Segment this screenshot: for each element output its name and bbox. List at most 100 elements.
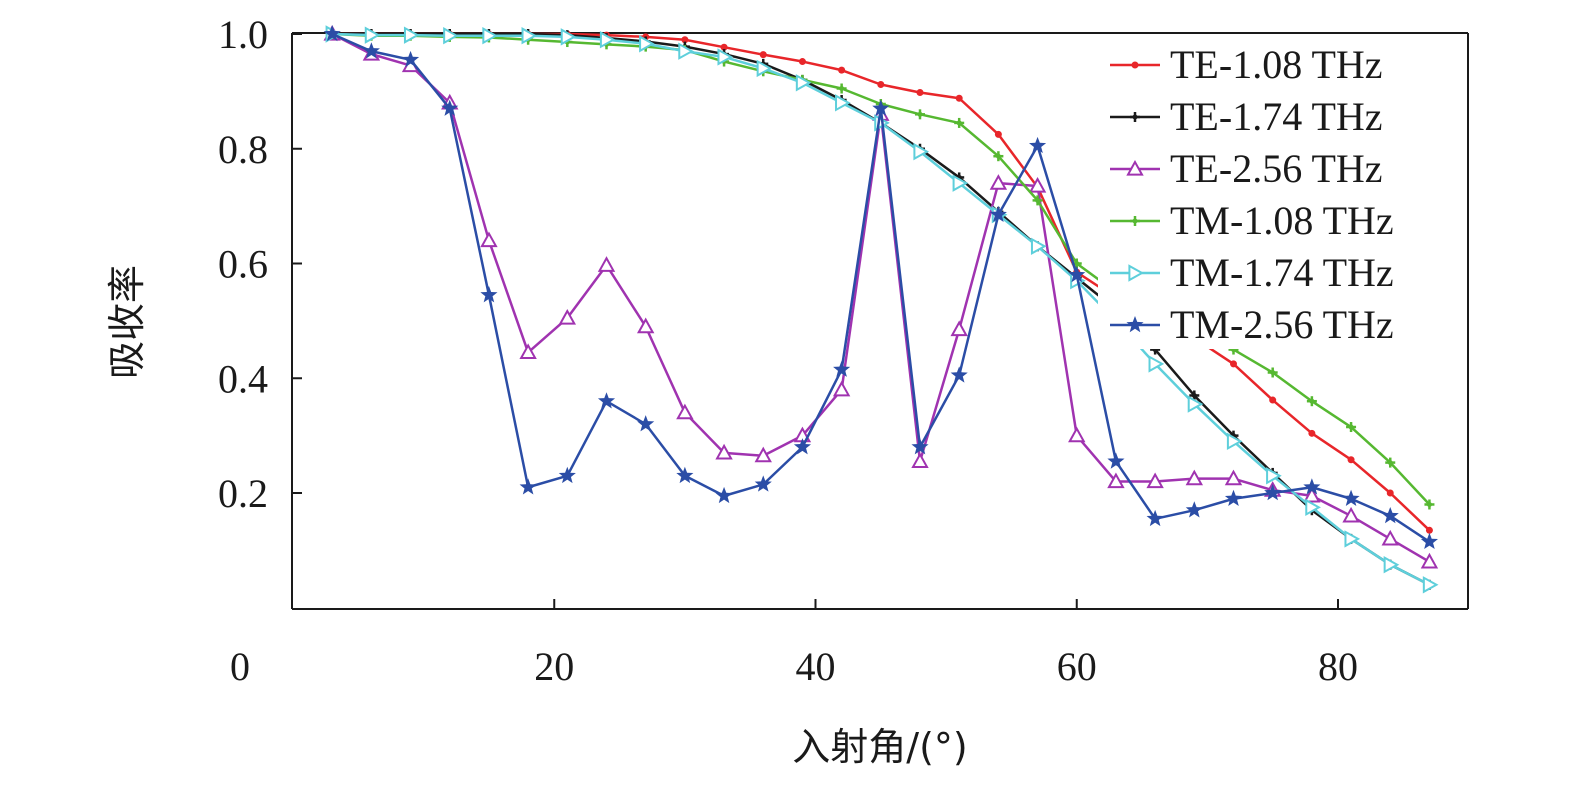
data-point [994,130,1002,138]
data-point [599,31,616,49]
data-point [676,403,694,420]
data-point [838,66,846,74]
data-point [1425,526,1433,534]
data-point [1266,467,1282,485]
series-tm-2-56-thz [323,25,1438,550]
data-point [950,320,968,337]
data-point [1029,136,1047,154]
data-point [913,142,930,161]
data-point [911,452,929,469]
data-point [637,415,655,432]
data-point [362,42,380,59]
data-point [877,80,885,88]
legend-marker [1126,316,1144,333]
data-point [403,26,420,44]
data-point [756,59,773,78]
data-point [1148,355,1165,373]
x-tick-label: 40 [796,644,836,689]
data-point [1187,395,1204,413]
data-point [1030,237,1047,255]
data-point [480,286,498,303]
data-point [1107,452,1125,469]
data-point [1383,556,1400,574]
data-point [795,74,812,92]
data-point [597,392,616,409]
data-point [1264,484,1282,501]
data-point [1381,529,1399,546]
data-point [1420,532,1438,550]
legend-item: TE-2.56 THz [1110,146,1383,191]
legend-marker [1130,216,1140,226]
data-point [989,174,1008,190]
data-point [1224,489,1243,507]
data-point [676,466,694,484]
data-point [720,43,728,51]
legend-item: TM-1.74 THz [1110,250,1394,295]
data-point [1185,469,1204,486]
data-point [1146,472,1164,489]
data-point [759,51,767,59]
legend-marker [1126,159,1144,176]
data-point [1068,426,1086,443]
legend-label: TM-2.56 THz [1170,302,1394,347]
series-tm-1-74-thz [325,25,1439,594]
data-point [911,438,929,455]
data-point [1342,489,1360,507]
legend-marker [1128,264,1145,282]
data-point [989,205,1007,223]
data-point [560,28,577,46]
legend-label: TE-1.08 THz [1170,42,1383,87]
data-point [558,466,576,484]
legend-label: TM-1.74 THz [1170,250,1394,295]
legend-item: TE-1.74 THz [1110,94,1383,139]
y-tick-label: 1.0 [218,12,268,57]
y-tick-label: 0.6 [218,242,268,287]
data-point [1107,472,1125,489]
data-point [558,308,577,325]
legend-marker [1130,112,1140,122]
x-axis-title: 入射角/(°) [792,725,967,769]
data-point [715,443,733,460]
data-point [872,99,890,116]
data-point [482,27,498,45]
x-tick-label: 60 [1057,644,1097,689]
legend-marker [1131,61,1139,69]
data-point [717,48,734,66]
data-point [480,231,498,248]
data-point [954,117,965,128]
data-point [754,475,772,492]
data-point [1303,486,1321,503]
data-point [793,438,811,455]
data-point [681,36,689,44]
data-point [1230,360,1237,368]
data-point [1344,530,1361,548]
data-point [832,380,851,397]
data-point [1226,432,1243,451]
data-point [1346,422,1357,433]
data-point [441,99,459,116]
data-point [835,94,851,112]
data-point [916,89,924,97]
data-point [1385,457,1396,468]
legend: TE-1.08 THz TE-1.74 THz TE-2.56 THz TM-1.08… [1098,37,1466,349]
data-point [1185,501,1203,518]
x-tick-label: 80 [1318,644,1358,689]
data-point [952,174,969,192]
data-point [1224,469,1243,486]
legend-mask [1098,37,1466,349]
legend-item: TM-1.08 THz [1110,198,1394,243]
data-point [993,151,1004,162]
data-point [1303,478,1321,495]
data-point [1347,456,1355,464]
y-tick-label: 0.4 [218,356,268,401]
data-point [1424,499,1435,510]
data-point [519,478,537,495]
x-tick-label: 0 [230,644,250,689]
data-point [597,256,616,272]
series-layer [323,24,1439,594]
data-point [1342,506,1360,523]
data-point [1068,265,1086,283]
data-point [1420,552,1439,569]
x-tick-label: 20 [534,644,574,689]
